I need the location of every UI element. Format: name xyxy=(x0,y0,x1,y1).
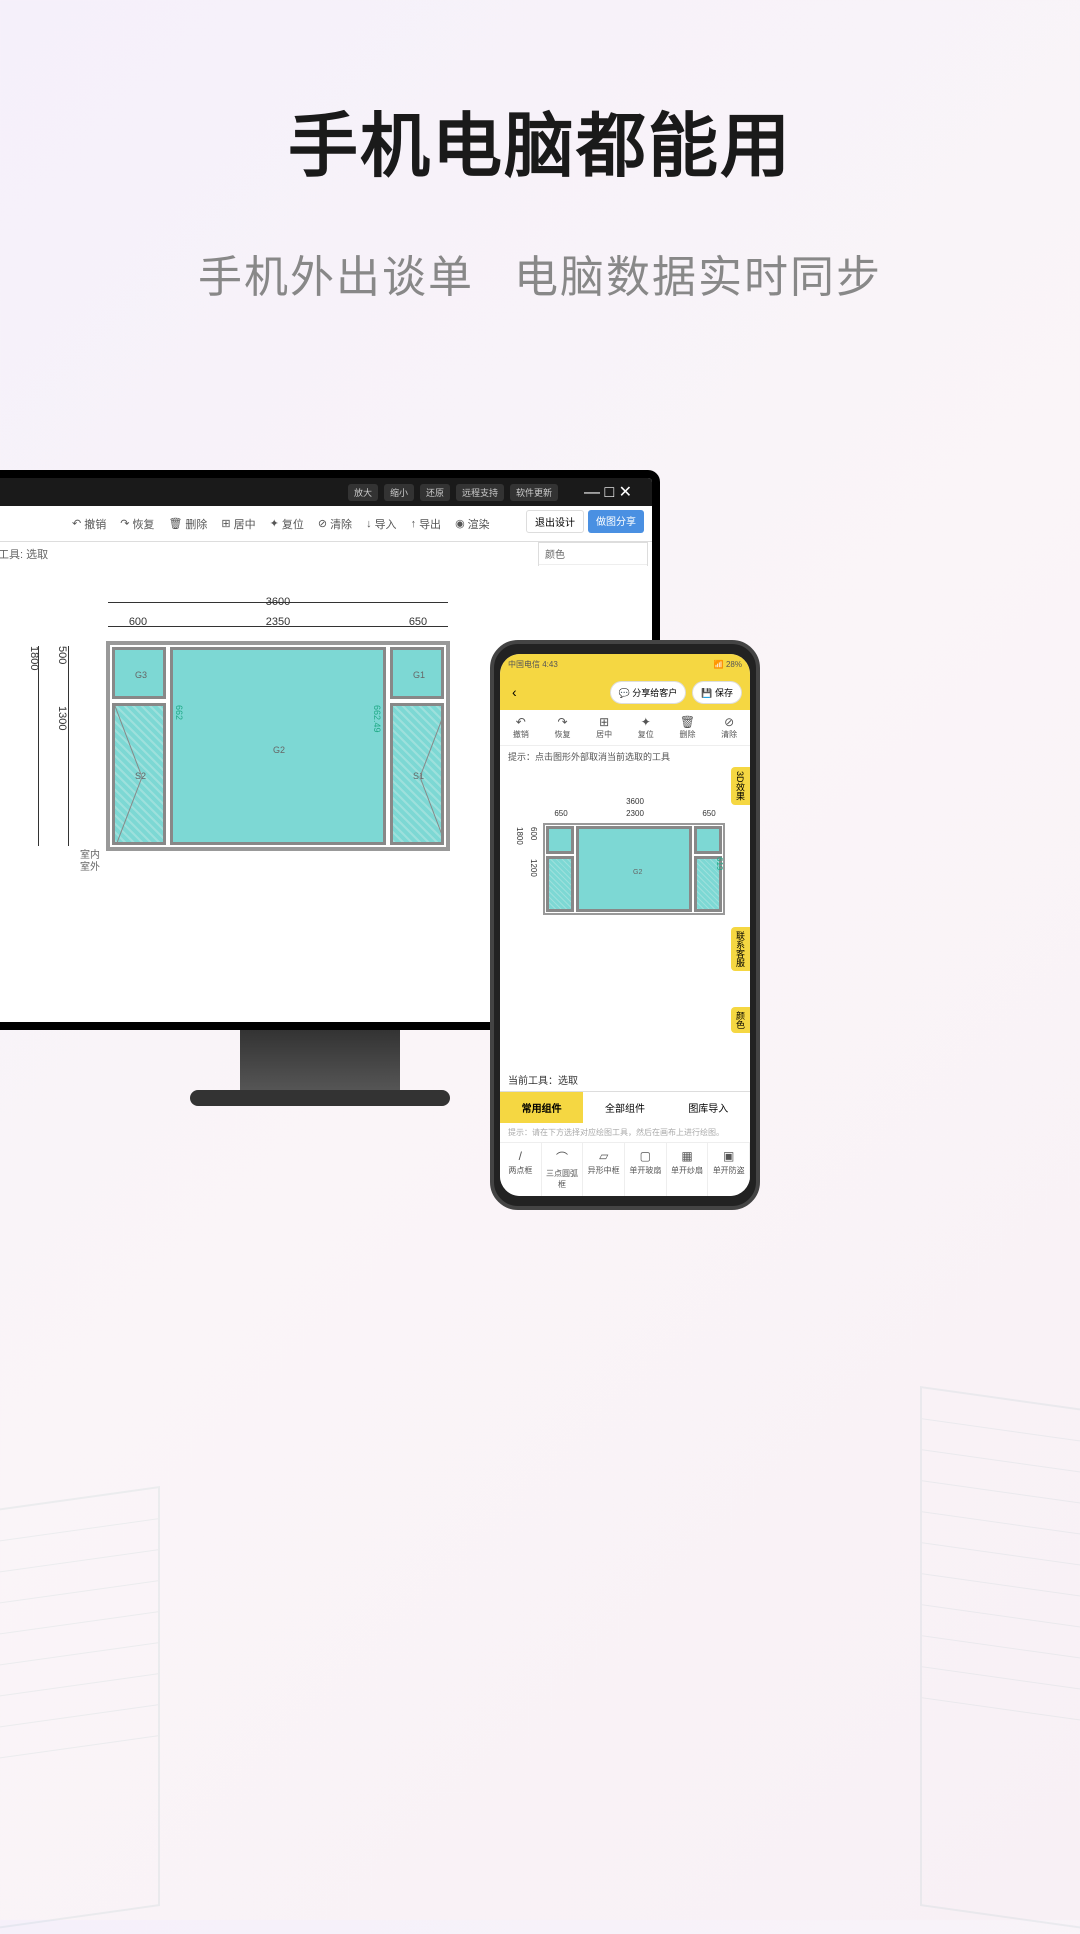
tab-library[interactable]: 图库导入 xyxy=(667,1092,750,1123)
delete-button[interactable]: 🗑删除 xyxy=(679,715,695,740)
clear-button[interactable]: ⊘ 清除 xyxy=(318,516,352,532)
redo-button[interactable]: ↷恢复 xyxy=(554,715,570,740)
undo-button[interactable]: ↶撤销 xyxy=(513,715,529,740)
zoom-in-button[interactable]: 放大 xyxy=(348,484,378,501)
export-button[interactable]: ↑ 导出 xyxy=(411,516,442,532)
current-tool-text: 当前工具：选取 xyxy=(500,1068,750,1091)
single-security-door-button[interactable]: ▣单开防盗 xyxy=(708,1143,750,1196)
save-button[interactable]: 💾 保存 xyxy=(692,681,742,704)
phone-canvas[interactable]: 3D效果 联系客服 颜色 3600 650 2300 650 1800 600 … xyxy=(500,767,750,1068)
window-titlebar: 放大 缩小 还原 远程支持 软件更新 — □ ✕ xyxy=(0,478,652,506)
single-glass-door-button[interactable]: ▢单开玻扇 xyxy=(625,1143,667,1196)
center-button[interactable]: ⊞居中 xyxy=(596,715,612,740)
phone-statusbar: 中国电信 4:43 📶 28% xyxy=(500,654,750,674)
component-footer: /两点框 ⌒三点圆弧框 ▱异形中框 ▢单开玻扇 ▦单开纱扇 ▣单开防盗 xyxy=(500,1142,750,1196)
component-tabs: 常用组件 全部组件 图库导入 xyxy=(500,1091,750,1123)
clear-button[interactable]: ⊘清除 xyxy=(721,715,737,740)
render-button[interactable]: ◉ 渲染 xyxy=(455,516,490,532)
contact-support-button[interactable]: 联系客服 xyxy=(731,927,750,971)
footer-hint: 提示：请在下方选择对应绘图工具，然后在画布上进行绘图。 xyxy=(500,1123,750,1142)
reset-button[interactable]: ✦ 复位 xyxy=(270,516,304,532)
share-button[interactable]: 💬 分享给客户 xyxy=(610,681,687,704)
redo-button[interactable]: ↷ 恢复 xyxy=(120,516,154,532)
center-button[interactable]: ⊞ 居中 xyxy=(221,516,255,532)
phone-toolbar: ↶撤销 ↷恢复 ⊞居中 ✦复位 🗑删除 ⊘清除 xyxy=(500,710,750,746)
two-point-frame-button[interactable]: /两点框 xyxy=(500,1143,542,1196)
create-share-button[interactable]: 做图分享 xyxy=(588,510,644,533)
color-button[interactable]: 颜色 xyxy=(731,1007,750,1033)
reset-button[interactable]: ✦复位 xyxy=(638,715,654,740)
background-buildings xyxy=(0,1320,1080,1920)
undo-button[interactable]: ↶ 撤销 xyxy=(72,516,106,532)
zoom-out-button[interactable]: 缩小 xyxy=(384,484,414,501)
irregular-frame-button[interactable]: ▱异形中框 xyxy=(583,1143,625,1196)
delete-button[interactable]: 🗑 删除 xyxy=(168,516,207,532)
single-screen-door-button[interactable]: ▦单开纱扇 xyxy=(667,1143,709,1196)
back-icon[interactable]: ‹ xyxy=(512,684,517,700)
restore-button[interactable]: 还原 xyxy=(420,484,450,501)
3d-effect-button[interactable]: 3D效果 xyxy=(731,767,750,805)
three-point-arc-button[interactable]: ⌒三点圆弧框 xyxy=(542,1143,584,1196)
remote-support-button[interactable]: 远程支持 xyxy=(456,484,504,501)
import-button[interactable]: ↓ 导入 xyxy=(366,516,397,532)
tab-all[interactable]: 全部组件 xyxy=(583,1092,666,1123)
phone-header: ‹ 💬 分享给客户 💾 保存 xyxy=(500,674,750,710)
mobile-phone: 中国电信 4:43 📶 28% ‹ 💬 分享给客户 💾 保存 ↶撤销 ↷恢复 ⊞… xyxy=(490,640,760,1210)
hero-title: 手机电脑都能用 xyxy=(0,0,1080,191)
tab-common[interactable]: 常用组件 xyxy=(500,1092,583,1123)
tip-text: 提示：点击图形外部取消当前选取的工具 xyxy=(500,746,750,767)
hero-subtitle: 手机外出谈单电脑数据实时同步 xyxy=(0,241,1080,305)
exit-design-button[interactable]: 退出设计 xyxy=(526,510,584,533)
update-button[interactable]: 软件更新 xyxy=(510,484,558,501)
